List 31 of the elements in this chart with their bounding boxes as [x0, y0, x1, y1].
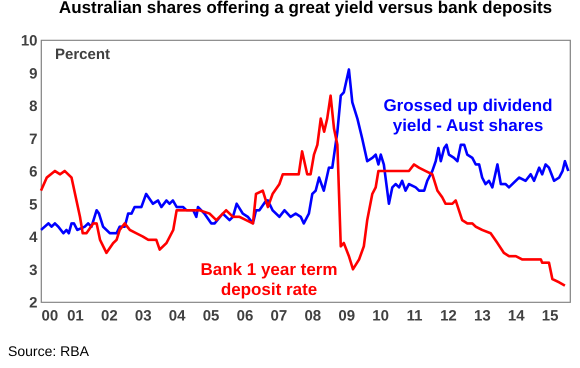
line-series — [40, 68, 570, 235]
y-tick-label: 7 — [29, 130, 38, 148]
y-tick-label: 10 — [20, 32, 38, 50]
y-tick-label: 4 — [29, 229, 38, 246]
y-tick-label: 8 — [29, 98, 38, 115]
series-label: Grossed up dividend yield - Aust shares — [383, 96, 553, 135]
y-tick-label: 2 — [29, 294, 38, 312]
y-tick-label: 3 — [29, 262, 38, 279]
x-tick-label: 05 — [202, 308, 220, 324]
x-tick-label: 01 — [67, 308, 84, 324]
x-tick-label: 09 — [338, 308, 356, 324]
chart-title: Australian shares offering a great yield versus bank deposits — [58, 0, 552, 17]
x-tick-label: 04 — [168, 308, 186, 324]
x-tick-label: 10 — [372, 308, 389, 324]
x-tick-label: 02 — [100, 308, 118, 324]
y-tick-label: 5 — [29, 196, 38, 214]
x-tick-label: 08 — [304, 308, 322, 324]
source-note: Source: RBA — [8, 343, 89, 359]
x-tick-label: 11 — [406, 308, 422, 324]
y-tick-label: 9 — [29, 65, 38, 82]
x-tick-label: 06 — [236, 308, 254, 324]
x-tick-label: 07 — [270, 308, 288, 324]
x-tick-label: 13 — [474, 308, 491, 324]
x-tick-label: 15 — [542, 308, 558, 324]
series-label: Bank 1 year term deposit rate — [200, 260, 338, 299]
x-tick-label: 03 — [134, 308, 152, 324]
y-tick-label: 6 — [29, 164, 38, 180]
x-tick-label: 00 — [42, 308, 58, 324]
x-tick-label: 12 — [440, 308, 457, 324]
x-tick-label: 14 — [508, 308, 526, 324]
y-axis-title: Percent — [55, 46, 110, 63]
